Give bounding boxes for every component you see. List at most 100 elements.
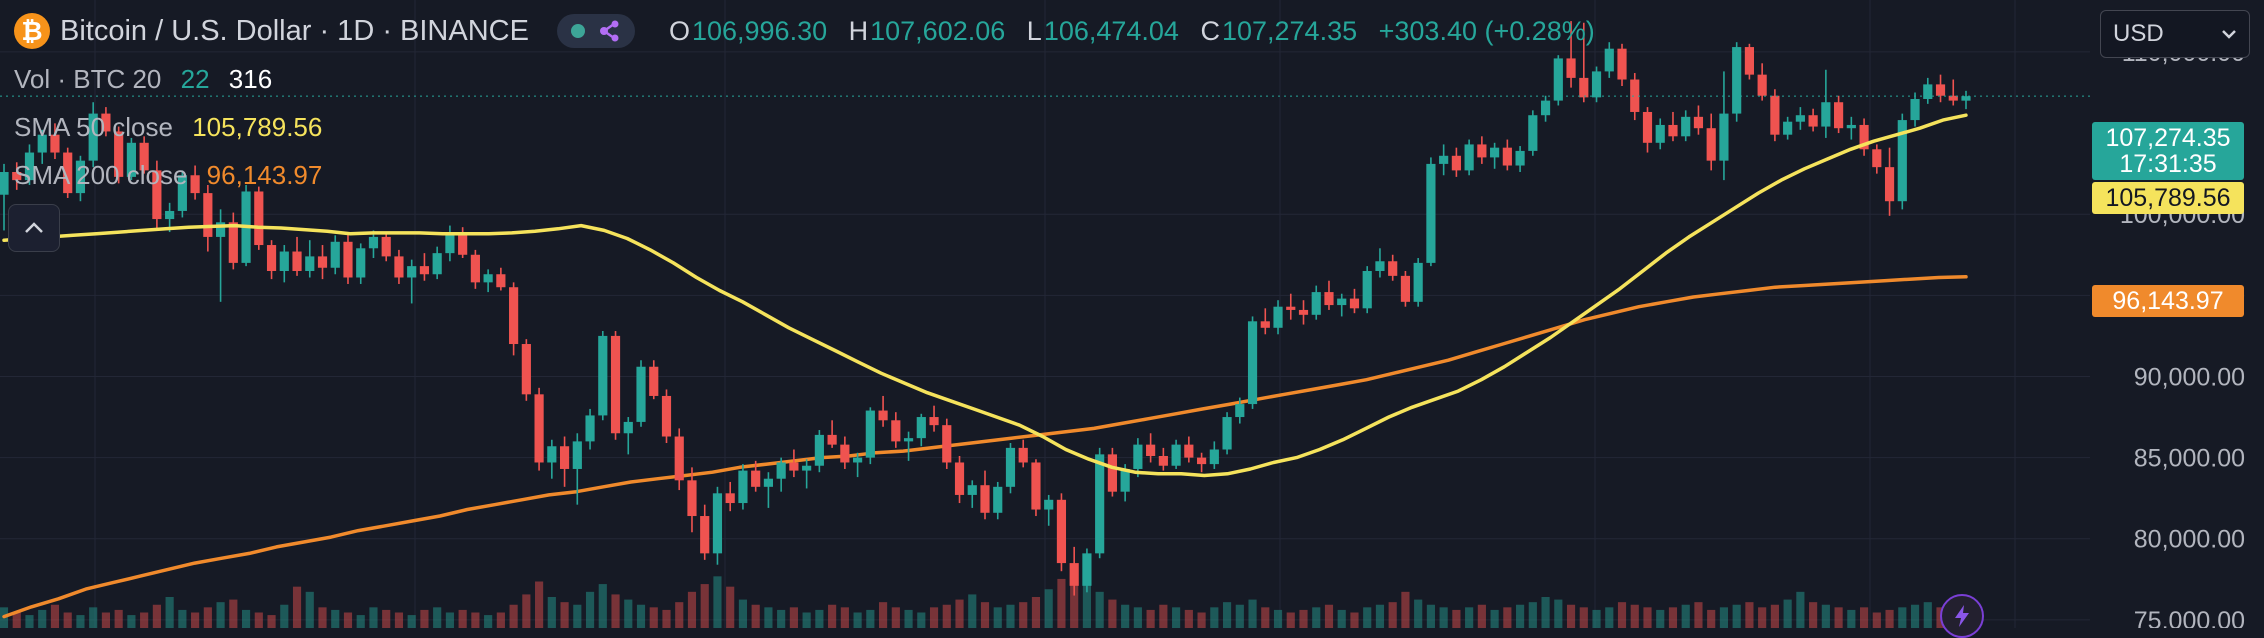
candle xyxy=(585,408,595,450)
sma200-legend[interactable]: SMA 200 close 96,143.97 xyxy=(14,160,322,191)
candle-body xyxy=(636,366,646,422)
volume-bar xyxy=(700,584,709,628)
candle xyxy=(1247,316,1258,409)
volume-bar xyxy=(1796,591,1805,628)
market-status-pill[interactable] xyxy=(556,14,635,48)
candle-body xyxy=(1349,298,1360,309)
volume-bar xyxy=(1910,604,1920,628)
candle xyxy=(75,155,86,202)
candle xyxy=(1375,248,1385,278)
candle xyxy=(1146,433,1156,463)
sma200-price-tag: 96,143.97 xyxy=(2092,285,2244,317)
candle-body xyxy=(1324,292,1334,306)
collapse-legend-button[interactable] xyxy=(8,204,60,252)
candle-body xyxy=(610,335,621,434)
volume-bar xyxy=(420,609,429,628)
candle xyxy=(776,457,786,492)
volume-bar xyxy=(471,612,480,628)
volume-bar xyxy=(929,607,939,628)
candle-body xyxy=(891,420,901,442)
candle-body xyxy=(712,493,723,554)
volume-bar xyxy=(662,609,671,628)
candle xyxy=(343,233,353,284)
candle-body xyxy=(585,415,595,442)
volume-bar xyxy=(738,599,748,628)
candle-body xyxy=(496,274,506,288)
candle xyxy=(1846,116,1856,140)
candle xyxy=(203,184,213,252)
candle xyxy=(1579,22,1589,103)
volume-bar xyxy=(598,584,607,628)
volume-bar xyxy=(433,607,442,628)
volume-bar xyxy=(25,615,34,628)
sma200-line xyxy=(2,275,1968,619)
candle xyxy=(1018,439,1028,468)
candle xyxy=(993,481,1003,520)
candle xyxy=(598,331,608,421)
volume-bar xyxy=(917,612,926,628)
candle xyxy=(266,240,277,280)
candle-body xyxy=(1655,124,1665,143)
candle xyxy=(330,235,340,275)
candle-body xyxy=(559,446,570,469)
candle-body xyxy=(687,480,697,517)
bolt-badge[interactable] xyxy=(1940,594,1984,638)
volume-bar xyxy=(1770,604,1779,628)
symbol-title[interactable]: Bitcoin / U.S. Dollar · 1D · BINANCE xyxy=(60,14,529,47)
candle-body xyxy=(763,478,774,487)
volume-bar xyxy=(815,609,824,628)
volume-bar xyxy=(1184,609,1193,628)
volume-legend[interactable]: Vol · BTC 20 22 316 xyxy=(14,64,272,95)
candle-body xyxy=(814,434,824,466)
chevron-up-icon xyxy=(25,222,43,233)
sma50-legend[interactable]: SMA 50 close 105,789.56 xyxy=(14,112,322,143)
volume-bar xyxy=(866,609,875,628)
candle-body xyxy=(305,256,315,271)
candle xyxy=(1859,118,1869,156)
candle-body xyxy=(751,470,761,487)
volume-bar xyxy=(1783,599,1792,628)
candle xyxy=(942,418,952,469)
volume-bar xyxy=(343,612,353,628)
candle-body xyxy=(1744,47,1755,75)
candles xyxy=(0,21,1971,596)
volume-bar xyxy=(1745,602,1754,628)
candle xyxy=(1935,74,1946,103)
candle xyxy=(368,230,379,259)
candle-body xyxy=(1069,563,1079,586)
candle xyxy=(1821,69,1831,138)
currency-select[interactable]: USD xyxy=(2100,10,2250,58)
candle xyxy=(1349,288,1360,314)
candle-body xyxy=(1464,144,1474,171)
volume-bar xyxy=(1630,604,1639,628)
candle-body xyxy=(1490,147,1500,158)
volume-bar xyxy=(152,604,161,628)
y-tick-label: 75,000.00 xyxy=(2134,607,2245,628)
candle-body xyxy=(1235,404,1245,418)
candle-body xyxy=(980,485,990,513)
sma200-label: SMA 200 close xyxy=(14,160,188,190)
candle-body xyxy=(1222,417,1232,450)
volume-bar xyxy=(1465,607,1474,628)
candle-body xyxy=(1133,444,1143,469)
volume-bar xyxy=(178,609,187,628)
candle xyxy=(661,389,672,444)
volume-bar xyxy=(1070,566,1079,628)
volume-bar xyxy=(789,607,798,628)
volume-bar xyxy=(1439,607,1448,628)
candle xyxy=(1196,452,1207,473)
candle xyxy=(1069,546,1079,596)
candle-body xyxy=(75,160,86,194)
volume-bar xyxy=(496,612,505,628)
candle-body xyxy=(1681,116,1691,137)
volume-bar xyxy=(636,604,646,628)
candle xyxy=(63,147,73,198)
volume-bar xyxy=(1006,604,1015,628)
candle xyxy=(483,269,493,293)
candle xyxy=(1286,293,1296,320)
candle-body xyxy=(1146,444,1156,456)
volume-bar xyxy=(853,612,862,628)
volume-bar xyxy=(764,607,773,628)
candle-body xyxy=(279,251,289,271)
